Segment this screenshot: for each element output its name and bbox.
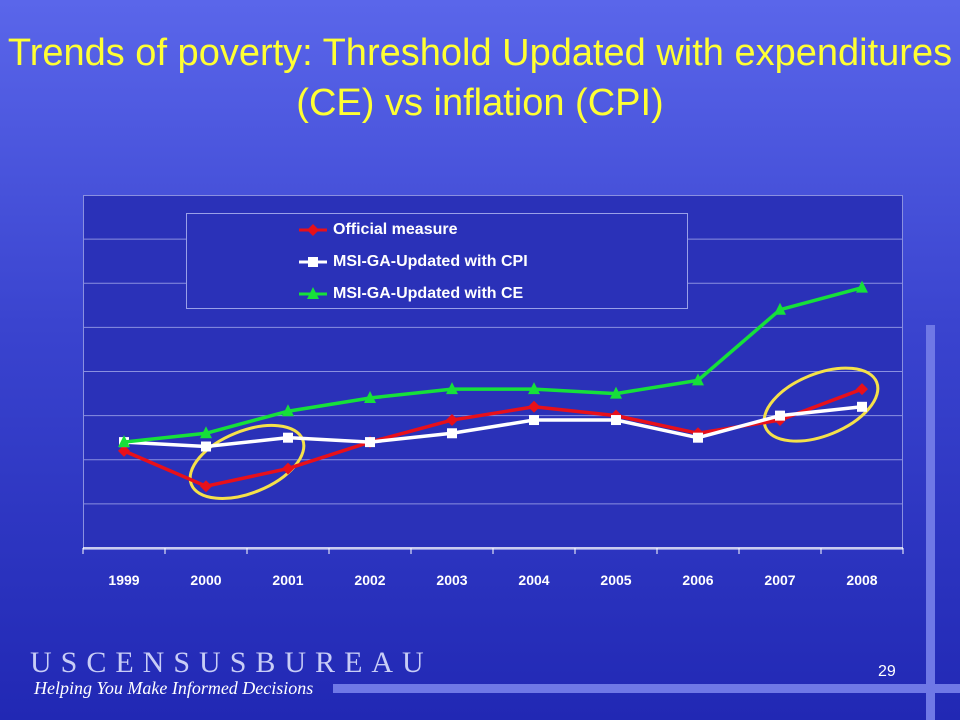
data-point	[446, 382, 458, 395]
gridlines	[83, 238, 903, 505]
data-point	[283, 432, 293, 443]
legend-marker-diamond-icon	[299, 224, 327, 236]
data-point	[856, 280, 868, 293]
page-number: 29	[878, 663, 896, 680]
data-point	[774, 302, 786, 315]
legend-item-official: Official measure	[299, 220, 458, 240]
x-tick-label: 1999	[108, 572, 139, 588]
data-point	[529, 415, 539, 426]
data-point	[611, 415, 621, 426]
highlight-ellipse	[762, 366, 880, 443]
data-point	[447, 428, 457, 439]
data-point	[282, 404, 294, 417]
decorative-bar-horizontal	[333, 684, 960, 693]
series-line	[123, 285, 863, 444]
data-point	[528, 400, 540, 413]
x-tick-label: 2001	[272, 572, 303, 588]
data-point	[446, 414, 458, 427]
series-line	[123, 387, 863, 489]
series-2	[118, 280, 868, 448]
legend-label-ce: MSI-GA-Updated with CE	[333, 285, 524, 302]
x-tick-label: 2000	[190, 572, 221, 588]
data-point	[200, 480, 212, 493]
legend-marker-square-icon	[299, 257, 327, 267]
x-tick-label: 2004	[518, 572, 549, 588]
data-point	[692, 373, 704, 386]
series-line	[123, 405, 863, 449]
data-point	[775, 410, 785, 421]
x-tick-label: 2007	[764, 572, 795, 588]
x-tick-label: 2005	[600, 572, 631, 588]
data-point	[857, 401, 867, 412]
data-point	[282, 462, 294, 475]
decorative-bar-vertical	[926, 325, 935, 720]
x-tick-label: 2002	[354, 572, 385, 588]
chart-legend: Official measure MSI-GA-Updated with CPI…	[186, 213, 688, 309]
data-point	[528, 382, 540, 395]
x-tick-label: 2003	[436, 572, 467, 588]
legend-item-cpi: MSI-GA-Updated with CPI	[299, 252, 528, 272]
x-axis: 1999 2000 2001 2002 2003 2004 2005 2006 2007 2008	[82, 547, 904, 588]
highlight-ellipse	[188, 423, 306, 500]
data-point	[200, 426, 212, 439]
legend-item-ce: MSI-GA-Updated with CE	[299, 284, 523, 304]
legend-label-official: Official measure	[333, 221, 458, 238]
x-tick-label: 2006	[682, 572, 713, 588]
census-bureau-logo: USCENSUSBUREAU	[30, 646, 433, 679]
x-tick-label: 2008	[846, 572, 877, 588]
data-point	[365, 437, 375, 448]
data-point	[118, 435, 130, 448]
data-point	[856, 383, 868, 396]
data-point	[693, 432, 703, 443]
data-point	[610, 386, 622, 399]
legend-label-cpi: MSI-GA-Updated with CPI	[333, 253, 528, 270]
legend-marker-triangle-icon	[299, 287, 327, 299]
tagline: Helping You Make Informed Decisions	[34, 678, 314, 698]
data-point	[118, 444, 130, 457]
data-point	[201, 441, 211, 452]
data-point	[364, 390, 376, 403]
slide-title: Trends of poverty: Threshold Updated wit…	[7, 32, 953, 124]
series-group	[118, 280, 868, 493]
series-0	[118, 383, 868, 493]
